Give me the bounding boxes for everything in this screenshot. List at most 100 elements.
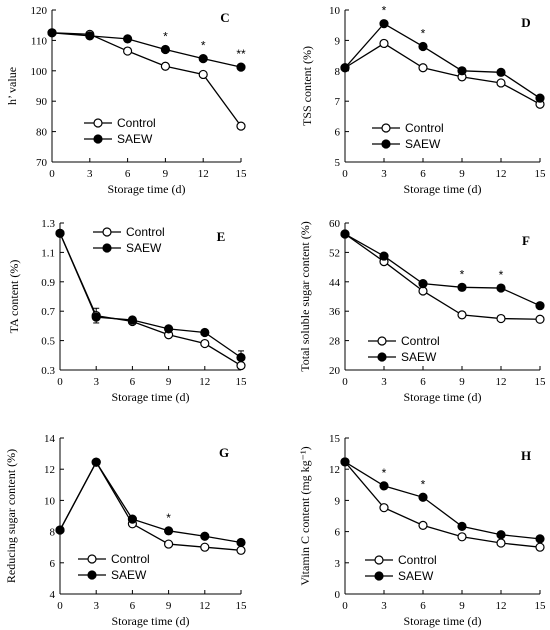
y-tick-label: 9 <box>335 495 341 507</box>
y-tick-label: 120 <box>31 5 48 17</box>
x-axis-label: Storage time (d) <box>108 182 186 196</box>
x-tick-label: 3 <box>381 376 387 388</box>
x-axis-label: Storage time (d) <box>112 390 190 404</box>
x-tick-label: 0 <box>342 376 348 388</box>
legend-marker <box>377 352 387 362</box>
panel-letter: D <box>521 15 530 30</box>
x-tick-label: 6 <box>125 168 131 180</box>
data-point-saew <box>457 282 467 292</box>
y-tick-label: 36 <box>329 306 341 318</box>
series-line-saew <box>59 460 242 544</box>
y-tick-label: 10 <box>44 495 56 507</box>
data-point-saew <box>127 315 137 325</box>
data-point-saew <box>122 34 133 44</box>
data-point-saew <box>200 531 210 541</box>
x-tick-label: 3 <box>93 600 99 612</box>
significance-marker: * <box>166 511 171 525</box>
data-point-saew <box>340 63 350 73</box>
data-point-saew <box>496 283 506 293</box>
x-tick-label: 0 <box>342 600 348 612</box>
y-tick-label: 3 <box>335 558 341 570</box>
data-point-control <box>496 313 506 324</box>
data-point-saew <box>236 537 246 548</box>
data-point-control <box>379 503 389 513</box>
legend-marker <box>102 243 112 253</box>
data-point-saew <box>236 62 246 72</box>
x-tick-label: 12 <box>199 600 210 612</box>
significance-marker: * <box>460 267 465 281</box>
legend-label: Control <box>401 334 440 348</box>
y-tick-label: 1.1 <box>41 247 55 259</box>
series-line-saew <box>344 22 541 99</box>
data-point-saew <box>418 279 428 289</box>
x-tick-label: 3 <box>87 168 93 180</box>
data-point-control <box>200 338 210 349</box>
x-tick-label: 12 <box>496 376 507 388</box>
x-tick-label: 9 <box>459 168 465 180</box>
series-line-saew <box>344 461 541 540</box>
data-point-saew <box>91 457 101 467</box>
y-tick-label: 60 <box>329 218 341 230</box>
x-tick-label: 0 <box>49 168 55 180</box>
x-tick-label: 9 <box>459 376 465 388</box>
chart-panel-c: 70 80 90 100 110 120 0 3 6 9 12 15 Storage time (d) h… <box>5 5 247 196</box>
data-point-saew <box>457 66 467 76</box>
x-tick-label: 15 <box>236 168 248 180</box>
data-point-saew <box>379 481 389 491</box>
data-point-control <box>418 520 428 530</box>
y-axis-label: TSS content (%) <box>300 46 314 126</box>
legend-label: SAEW <box>398 569 434 583</box>
y-tick-label: 14 <box>44 433 56 445</box>
data-point-control <box>535 314 545 324</box>
legend-marker <box>377 336 387 346</box>
y-tick-label: 0.9 <box>41 277 55 289</box>
data-point-saew <box>418 41 428 52</box>
legend-label: Control <box>398 553 437 567</box>
data-point-control <box>457 532 467 542</box>
y-axis-label: Vitamin C content (mg kg⁻¹) <box>298 446 312 585</box>
significance-marker: * <box>382 4 387 18</box>
legend-marker <box>93 134 103 144</box>
series-line-control <box>59 460 242 551</box>
legend: Control SAEW <box>78 552 150 582</box>
data-point-saew <box>379 19 389 29</box>
x-tick-label: 15 <box>236 376 248 388</box>
significance-marker: * <box>201 39 206 53</box>
y-tick-label: 15 <box>329 433 341 445</box>
x-tick-label: 9 <box>166 376 172 388</box>
legend-label: Control <box>111 552 150 566</box>
x-tick-label: 12 <box>199 376 210 388</box>
x-tick-label: 0 <box>342 168 348 180</box>
data-point-control <box>160 61 170 71</box>
data-point-control <box>457 310 467 320</box>
significance-marker: * <box>421 477 426 491</box>
x-tick-label: 6 <box>420 376 426 388</box>
y-tick-label: 0.5 <box>41 336 55 348</box>
y-tick-label: 110 <box>31 35 48 47</box>
data-point-saew <box>457 521 467 532</box>
y-tick-label: 0.3 <box>41 365 55 377</box>
series-line-saew <box>344 233 541 307</box>
legend-label: Control <box>405 121 444 135</box>
y-tick-label: 100 <box>31 66 48 78</box>
legend: Control SAEW <box>93 225 165 255</box>
legend-label: SAEW <box>117 132 153 146</box>
data-point-saew <box>379 251 389 261</box>
data-point-saew <box>164 526 174 536</box>
legend-marker <box>87 554 97 564</box>
x-tick-label: 6 <box>130 376 136 388</box>
legend: Control SAEW <box>368 334 440 364</box>
legend-label: Control <box>117 116 156 130</box>
y-tick-label: 0.7 <box>41 306 55 318</box>
data-point-control <box>122 46 133 56</box>
data-point-saew <box>198 54 208 64</box>
legend-marker <box>102 227 112 237</box>
y-tick-label: 8 <box>335 66 341 78</box>
significance-marker: * <box>499 268 504 282</box>
chart-panel-h: 0 3 6 9 12 15 0 3 6 9 12 15 Storage time (d) Vitamin … <box>298 433 546 628</box>
y-tick-label: 7 <box>335 96 341 108</box>
data-point-saew <box>418 492 428 502</box>
x-tick-label: 3 <box>93 376 99 388</box>
series-line-saew <box>51 32 242 68</box>
